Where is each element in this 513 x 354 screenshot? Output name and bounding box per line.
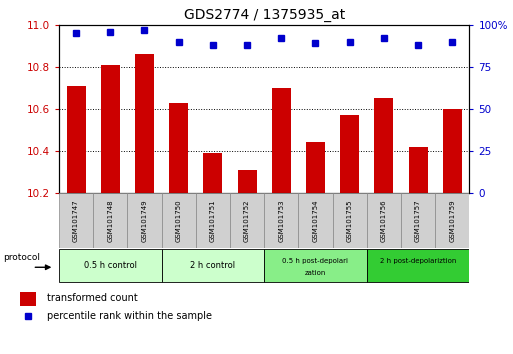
Text: GSM101751: GSM101751 [210,199,216,242]
Text: GSM101759: GSM101759 [449,199,456,242]
Bar [127,193,162,248]
Text: GSM101757: GSM101757 [415,199,421,242]
Bar [230,193,264,248]
Bar [59,249,162,282]
Bar [367,249,469,282]
Text: GSM101756: GSM101756 [381,199,387,242]
Bar [135,54,154,193]
Bar [340,115,359,193]
Bar [264,249,367,282]
Bar [299,193,332,248]
Text: 2 h post-depolariztion: 2 h post-depolariztion [380,258,456,264]
Bar [435,193,469,248]
Text: GSM101747: GSM101747 [73,199,79,242]
Bar [367,193,401,248]
Text: transformed count: transformed count [47,293,137,303]
Bar [443,109,462,193]
Text: GSM101754: GSM101754 [312,199,319,242]
Bar [409,147,427,193]
Text: 0.5 h post-depolari: 0.5 h post-depolari [283,258,348,264]
Bar [93,193,127,248]
Bar [238,170,256,193]
Bar [272,88,291,193]
Bar [169,103,188,193]
Text: percentile rank within the sample: percentile rank within the sample [47,311,212,321]
Title: GDS2774 / 1375935_at: GDS2774 / 1375935_at [184,8,345,22]
Text: GSM101755: GSM101755 [347,199,353,242]
Bar [332,193,367,248]
Bar [306,143,325,193]
Text: GSM101753: GSM101753 [278,199,284,242]
Bar [162,193,196,248]
Text: GSM101750: GSM101750 [175,199,182,242]
Text: 0.5 h control: 0.5 h control [84,261,137,270]
Text: protocol: protocol [3,253,40,262]
Bar [59,193,93,248]
Text: 2 h control: 2 h control [190,261,235,270]
Text: GSM101748: GSM101748 [107,199,113,242]
Text: GSM101752: GSM101752 [244,199,250,242]
Bar [162,249,264,282]
Text: GSM101749: GSM101749 [142,199,148,242]
Bar [374,98,393,193]
Bar [67,86,86,193]
Bar [101,65,120,193]
Bar [196,193,230,248]
Bar [20,292,36,306]
Bar [204,153,222,193]
Bar [264,193,299,248]
Text: zation: zation [305,270,326,276]
Bar [401,193,435,248]
